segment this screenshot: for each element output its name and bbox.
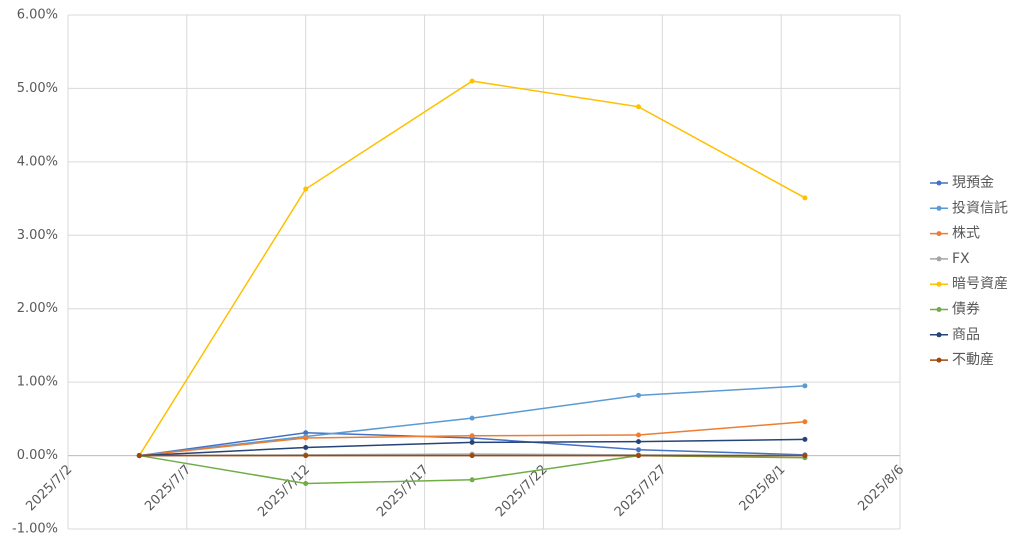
legend-marker xyxy=(936,307,942,312)
legend-label: 不動産 xyxy=(952,352,994,368)
point xyxy=(303,186,309,192)
legend-label: 暗号資産 xyxy=(952,276,1008,292)
point xyxy=(636,392,642,398)
point xyxy=(469,433,475,439)
y-tick-label: 3.00% xyxy=(17,228,58,243)
legend-marker xyxy=(936,205,942,211)
y-tick-label: 1.00% xyxy=(17,375,58,390)
x-tick-label: 2025/7/17 xyxy=(374,462,432,520)
point xyxy=(802,453,808,459)
legend-marker xyxy=(936,357,942,363)
legend-label: FX xyxy=(952,251,970,267)
legend-marker xyxy=(936,332,942,338)
x-tick-label: 2025/7/27 xyxy=(612,462,670,520)
y-tick-label: 5.00% xyxy=(17,81,58,96)
point xyxy=(636,447,642,453)
legend-marker xyxy=(936,180,942,186)
legend-label: 投資信託 xyxy=(952,200,1008,216)
point xyxy=(303,435,309,441)
point xyxy=(636,453,642,459)
point xyxy=(802,195,808,201)
point xyxy=(469,78,475,84)
point xyxy=(636,432,642,438)
point xyxy=(469,453,475,459)
legend-label: 債券 xyxy=(952,302,980,318)
legend-marker xyxy=(936,281,942,287)
point xyxy=(303,480,309,486)
y-tick-label: 4.00% xyxy=(17,154,58,169)
y-tick-label: 0.00% xyxy=(17,448,58,463)
point xyxy=(802,383,808,389)
legend-label: 現預金 xyxy=(952,175,994,191)
y-tick-label: -1.00% xyxy=(12,522,58,537)
point xyxy=(469,439,475,445)
point xyxy=(802,436,808,442)
point xyxy=(303,430,309,436)
point xyxy=(469,477,475,483)
point xyxy=(802,419,808,425)
point xyxy=(636,439,642,445)
point xyxy=(303,453,309,459)
y-tick-label: 2.00% xyxy=(17,301,58,316)
x-tick-label: 2025/7/12 xyxy=(255,462,313,520)
point xyxy=(636,104,642,110)
series-line xyxy=(138,80,806,456)
legend-marker xyxy=(936,256,942,262)
point xyxy=(303,444,309,450)
point xyxy=(469,415,475,421)
legend-label: 商品 xyxy=(952,327,980,343)
point xyxy=(136,453,142,459)
grid xyxy=(67,14,901,530)
legend-label: 株式 xyxy=(952,226,980,242)
x-tick-label: 2025/7/22 xyxy=(493,462,551,520)
legend-marker xyxy=(936,231,942,237)
y-tick-label: 6.00% xyxy=(17,8,58,23)
